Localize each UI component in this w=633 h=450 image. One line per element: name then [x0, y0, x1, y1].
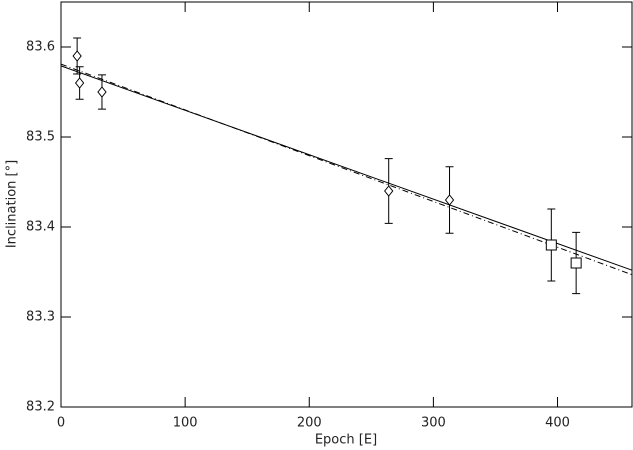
y-tick-label: 83.5: [26, 130, 55, 145]
marker: [384, 185, 394, 197]
marker: [74, 77, 85, 89]
plot-frame: [60, 1, 633, 408]
y-tick-label: 83.4: [26, 220, 55, 235]
marker: [444, 194, 455, 206]
y-tick-label: 83.2: [26, 400, 55, 415]
x-tick-label: 200: [297, 416, 322, 431]
y-tick-label: 83.6: [26, 40, 55, 55]
x-tick-label: 0: [57, 416, 65, 431]
marker: [97, 86, 107, 98]
x-tick-label: 300: [421, 416, 446, 431]
marker: [72, 50, 82, 62]
marker: [545, 239, 557, 251]
x-tick-label: 100: [173, 416, 198, 431]
fit-line: [60, 65, 633, 271]
y-axis-label: Inclination [°]: [5, 160, 20, 248]
y-tick-label: 83.3: [26, 310, 55, 325]
fit-line: [60, 63, 633, 276]
x-tick-label: 400: [545, 416, 570, 431]
x-axis-label: Epoch [E]: [315, 433, 377, 448]
marker: [570, 257, 582, 269]
